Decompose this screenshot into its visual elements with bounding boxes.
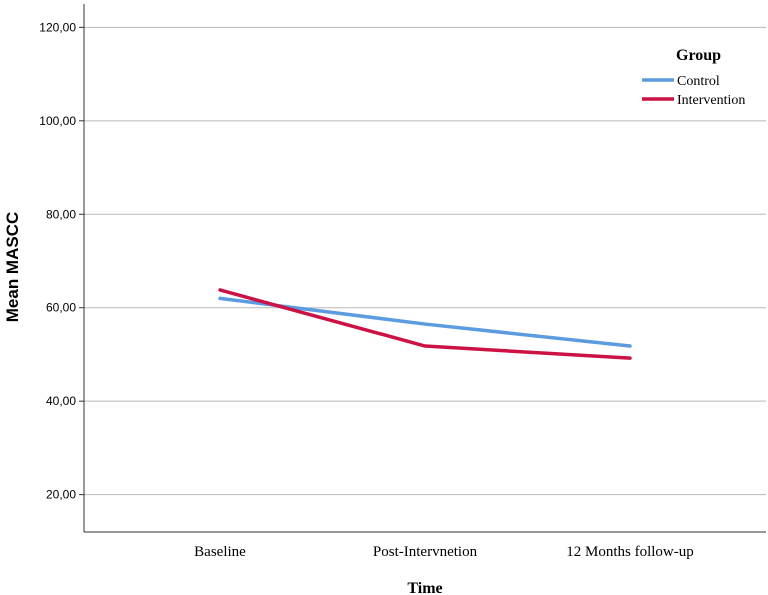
gridlines xyxy=(84,26,766,496)
series-line-intervention xyxy=(218,288,632,360)
y-tick-label: 40,00 xyxy=(46,394,76,408)
legend-title: Group xyxy=(676,47,721,64)
series-lines xyxy=(218,288,632,360)
x-tick-label: 12 Months follow-up xyxy=(566,544,694,560)
legend-label: Intervention xyxy=(677,93,745,108)
y-tick-label: 100,00 xyxy=(39,114,76,128)
x-tick-label: Post-Intervnetion xyxy=(373,544,478,560)
x-axis-ticks: Baseline Post-Intervnetion 12 Months follo… xyxy=(194,544,694,560)
y-tick-label: 20,00 xyxy=(46,488,76,502)
x-tick-label: Baseline xyxy=(194,544,246,560)
y-tick-label: 120,00 xyxy=(39,20,76,34)
y-tick-label: 80,00 xyxy=(46,207,76,221)
legend: Group Control Intervention xyxy=(642,47,745,108)
y-axis-ticks: 20,00 40,00 60,00 80,00 100,00 120,00 xyxy=(39,20,84,502)
legend-label: Control xyxy=(677,74,720,89)
y-axis-title: Mean MASCC xyxy=(3,212,22,323)
x-axis-title: Time xyxy=(407,580,442,595)
y-tick-label: 60,00 xyxy=(46,301,76,315)
